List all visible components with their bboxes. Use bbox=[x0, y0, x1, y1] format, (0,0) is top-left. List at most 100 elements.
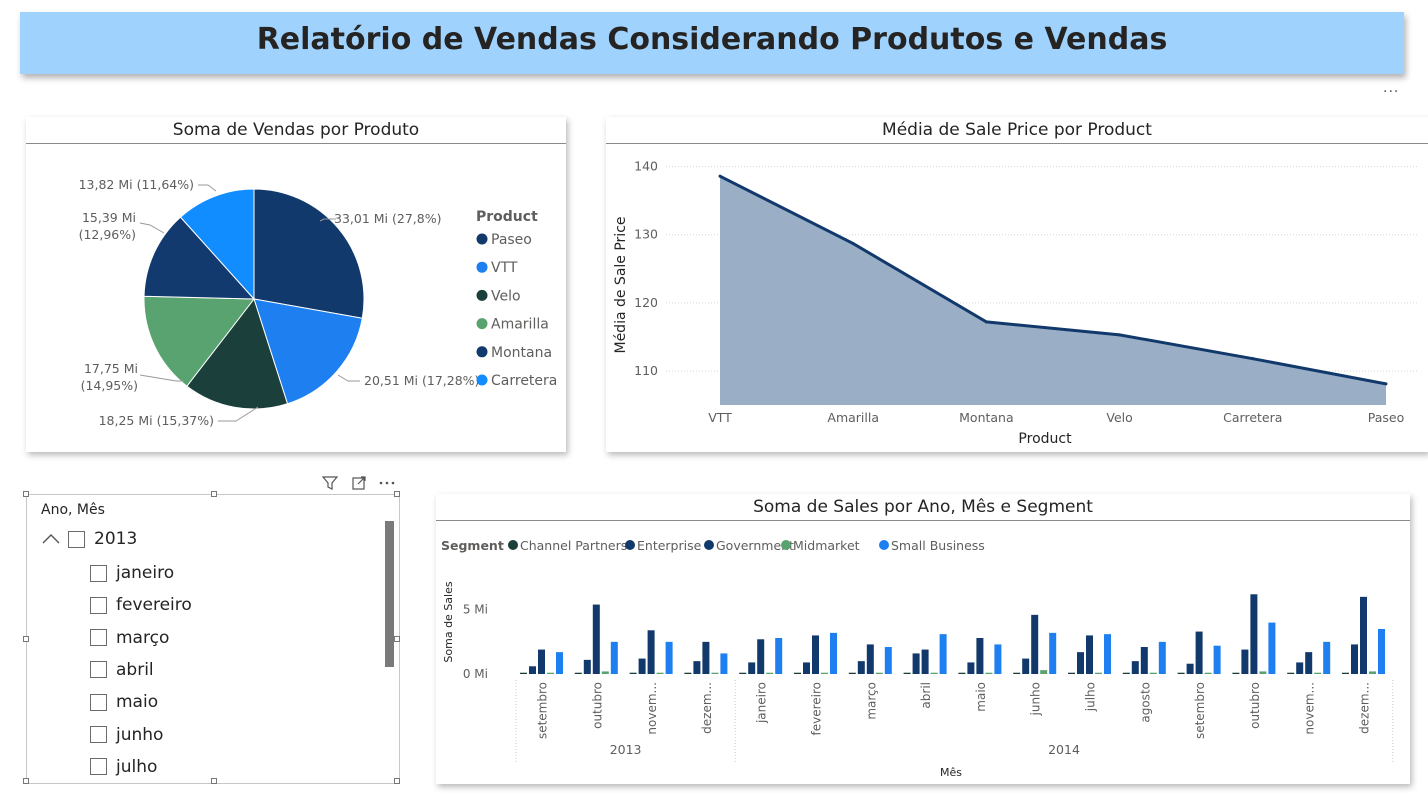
bar[interactable] bbox=[1131, 661, 1139, 674]
resize-handle[interactable] bbox=[211, 778, 217, 784]
bar[interactable] bbox=[610, 641, 618, 674]
area-chart-card[interactable]: Média de Sale Price por Product 110 120 13… bbox=[606, 117, 1428, 452]
bar-legend-item[interactable]: Enterprise bbox=[637, 538, 702, 553]
pie-slice-montana[interactable] bbox=[143, 216, 256, 300]
bar[interactable] bbox=[656, 672, 664, 674]
bar[interactable] bbox=[958, 672, 966, 674]
slicer-checkbox[interactable] bbox=[90, 726, 107, 743]
bar-legend-item[interactable]: Small Business bbox=[891, 538, 985, 553]
bar[interactable] bbox=[529, 666, 536, 674]
pie-legend-item-velo[interactable]: Velo bbox=[491, 288, 521, 304]
slicer-item-janeiro[interactable]: janeiro bbox=[90, 563, 174, 583]
bar[interactable] bbox=[1149, 672, 1157, 674]
pie-legend-item-vtt[interactable]: VTT bbox=[491, 260, 518, 276]
bar[interactable] bbox=[1022, 658, 1030, 674]
slicer-checkbox[interactable] bbox=[90, 629, 107, 647]
pie-slice-paseo[interactable] bbox=[253, 188, 365, 319]
bar[interactable] bbox=[592, 604, 600, 674]
bar[interactable] bbox=[693, 661, 701, 674]
bar[interactable] bbox=[720, 653, 728, 674]
bar[interactable] bbox=[583, 659, 591, 674]
bar[interactable] bbox=[702, 641, 710, 674]
bar[interactable] bbox=[1323, 641, 1331, 674]
bar[interactable] bbox=[921, 649, 929, 674]
pie-legend-item-montana[interactable]: Montana bbox=[491, 345, 552, 361]
bar[interactable] bbox=[930, 672, 938, 674]
bar[interactable] bbox=[601, 671, 609, 674]
bar[interactable] bbox=[939, 634, 947, 674]
bar[interactable] bbox=[875, 672, 883, 674]
bar[interactable] bbox=[547, 672, 554, 674]
bar[interactable] bbox=[884, 647, 892, 674]
more-options-icon[interactable]: ... bbox=[1383, 80, 1400, 96]
slicer-checkbox[interactable] bbox=[68, 530, 85, 548]
bar[interactable] bbox=[1305, 652, 1313, 674]
bar[interactable] bbox=[848, 672, 856, 674]
bar[interactable] bbox=[985, 672, 993, 674]
bar[interactable] bbox=[638, 658, 646, 674]
bar[interactable] bbox=[1213, 645, 1221, 674]
resize-handle[interactable] bbox=[23, 778, 29, 784]
bar[interactable] bbox=[1287, 672, 1295, 674]
bar[interactable] bbox=[1158, 641, 1166, 674]
bar[interactable] bbox=[866, 644, 874, 674]
area-data-point[interactable] bbox=[1251, 357, 1255, 361]
bar[interactable] bbox=[1049, 632, 1057, 674]
slicer-checkbox[interactable] bbox=[90, 758, 107, 776]
bar[interactable] bbox=[967, 662, 975, 674]
more-options-icon[interactable] bbox=[379, 481, 395, 485]
pie-chart-card[interactable]: Soma de Vendas por Produto 33,01 Mi (27,… bbox=[26, 117, 566, 452]
slicer-item-fevereiro[interactable]: fevereiro bbox=[90, 595, 192, 615]
bar[interactable] bbox=[1086, 635, 1093, 674]
bar[interactable] bbox=[821, 672, 828, 674]
resize-handle[interactable] bbox=[211, 491, 217, 497]
bar-legend-item[interactable]: Government bbox=[716, 538, 794, 553]
bar-legend-item[interactable]: Midmarket bbox=[793, 538, 860, 553]
bar[interactable] bbox=[766, 672, 774, 674]
bar[interactable] bbox=[1342, 672, 1349, 674]
bar[interactable] bbox=[1268, 622, 1276, 674]
slicer-item-abril[interactable]: abril bbox=[90, 660, 154, 680]
bar[interactable] bbox=[903, 672, 911, 674]
pie-legend-item-paseo[interactable]: Paseo bbox=[491, 232, 532, 248]
slicer-item-julho[interactable]: julho bbox=[90, 757, 157, 777]
pie-legend-item-amarilla[interactable]: Amarilla bbox=[491, 317, 549, 333]
bar[interactable] bbox=[1186, 663, 1194, 674]
slicer-item-março[interactable]: março bbox=[90, 628, 169, 648]
bar[interactable] bbox=[684, 672, 692, 674]
bar[interactable] bbox=[1095, 672, 1102, 674]
slicer-checkbox[interactable] bbox=[90, 693, 107, 711]
pie-slice-vtt[interactable] bbox=[253, 298, 363, 405]
bar[interactable] bbox=[1378, 629, 1385, 674]
resize-handle[interactable] bbox=[394, 636, 400, 642]
bar[interactable] bbox=[794, 672, 801, 674]
bar[interactable] bbox=[775, 638, 783, 674]
focus-mode-icon[interactable] bbox=[352, 476, 366, 490]
bar[interactable] bbox=[1177, 672, 1185, 674]
bar[interactable] bbox=[1104, 634, 1111, 674]
bar-legend-item[interactable]: Channel Partners bbox=[520, 538, 627, 553]
area-data-point[interactable] bbox=[1384, 382, 1388, 386]
bar[interactable] bbox=[556, 652, 563, 674]
bar[interactable] bbox=[1351, 644, 1358, 674]
slicer-item-junho[interactable]: junho bbox=[90, 725, 163, 745]
area-series-line[interactable] bbox=[719, 174, 1387, 386]
year-month-slicer[interactable]: Ano, Mês 2013 janeiro fevereiro março abril… bbox=[23, 491, 400, 784]
bar[interactable] bbox=[1314, 672, 1322, 674]
bar[interactable] bbox=[1296, 662, 1304, 674]
bar[interactable] bbox=[857, 661, 865, 674]
bar[interactable] bbox=[1122, 672, 1130, 674]
bar[interactable] bbox=[520, 672, 527, 674]
bar[interactable] bbox=[1040, 670, 1048, 674]
bar[interactable] bbox=[1195, 631, 1203, 674]
bar[interactable] bbox=[830, 632, 837, 674]
area-data-point[interactable] bbox=[984, 320, 988, 324]
bar[interactable] bbox=[1360, 596, 1367, 674]
bar[interactable] bbox=[711, 672, 719, 674]
bar[interactable] bbox=[739, 672, 747, 674]
bar-chart-card[interactable]: Soma de Sales por Ano, Mês e Segment Seg… bbox=[436, 494, 1410, 784]
resize-handle[interactable] bbox=[23, 491, 29, 497]
bar[interactable] bbox=[1013, 672, 1021, 674]
bar[interactable] bbox=[803, 662, 810, 674]
bar[interactable] bbox=[1204, 672, 1212, 674]
